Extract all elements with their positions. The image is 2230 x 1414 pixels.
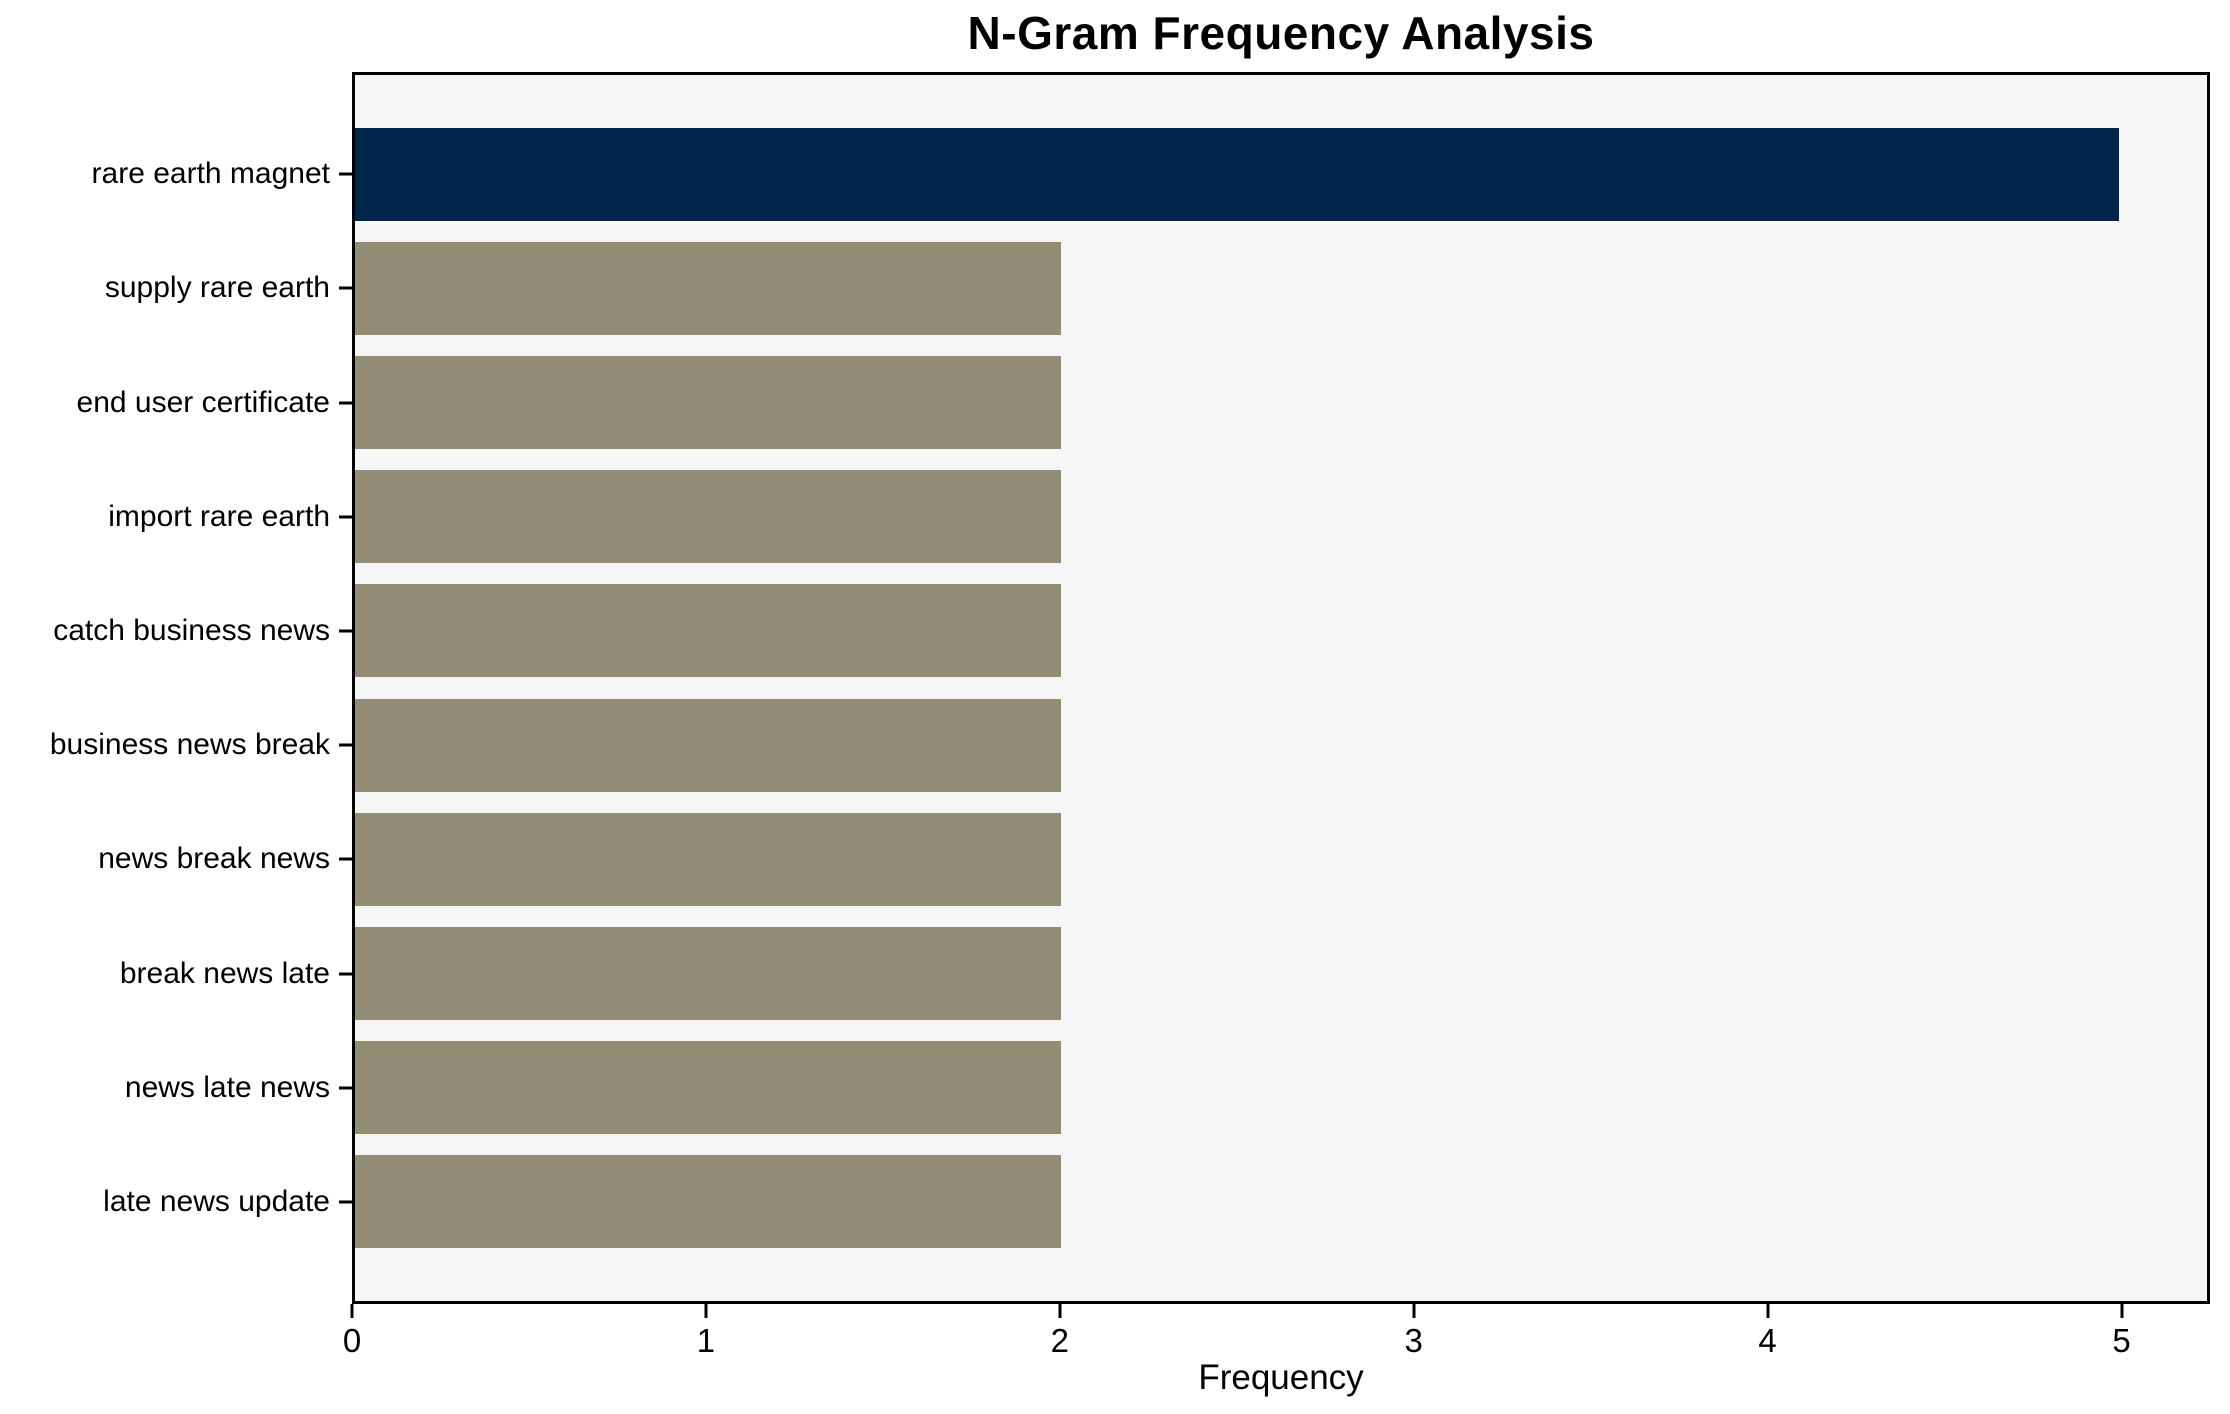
x-tick-label: 2 [1050, 1322, 1069, 1359]
y-tick-label: end user certificate [76, 385, 330, 419]
plot-area [352, 72, 2210, 1304]
x-tick-label: 3 [1404, 1322, 1423, 1359]
y-tick-label: rare earth magnet [91, 157, 330, 191]
y-tick-mark [339, 286, 352, 290]
y-tick-label: break news late [119, 956, 330, 990]
bar [355, 1041, 1061, 1135]
bar [355, 698, 1061, 792]
y-tick-mark [339, 629, 352, 633]
y-tick-mark [339, 515, 352, 519]
x-tick-label: 4 [1758, 1322, 1777, 1359]
bar [355, 470, 1061, 564]
y-tick-label: late news update [103, 1184, 330, 1218]
y-tick-mark [339, 172, 352, 176]
x-tick-mark [2120, 1304, 2124, 1318]
bar [355, 1155, 1061, 1249]
y-tick-mark [339, 401, 352, 404]
y-tick-label: import rare earth [108, 499, 330, 533]
x-tick-mark [350, 1304, 354, 1318]
x-tick-mark [1058, 1304, 1062, 1318]
y-tick-label: news break news [98, 842, 330, 876]
y-tick-label: catch business news [53, 613, 330, 647]
bar [355, 927, 1061, 1020]
x-axis-label: Frequency [1198, 1358, 1364, 1397]
x-tick-label: 1 [696, 1322, 716, 1359]
y-tick-label: news late news [124, 1070, 330, 1104]
y-tick-mark [339, 1086, 352, 1090]
y-tick-mark [339, 972, 352, 975]
bar [355, 812, 1061, 906]
x-tick-mark [1412, 1304, 1416, 1318]
y-tick-mark [339, 857, 352, 861]
x-tick-mark [1766, 1304, 1770, 1318]
x-tick-mark [704, 1304, 708, 1318]
bar [355, 241, 1061, 335]
x-tick-label: 5 [2112, 1322, 2131, 1359]
y-tick-mark [339, 1200, 352, 1204]
x-tick-label: 0 [342, 1322, 362, 1359]
bar [355, 127, 2119, 221]
bar [355, 356, 1061, 449]
y-tick-mark [339, 743, 352, 747]
bar [355, 584, 1061, 678]
y-tick-label: supply rare earth [104, 271, 330, 305]
chart-title: N-Gram Frequency Analysis [967, 7, 1595, 59]
y-tick-label: business news break [49, 728, 330, 762]
